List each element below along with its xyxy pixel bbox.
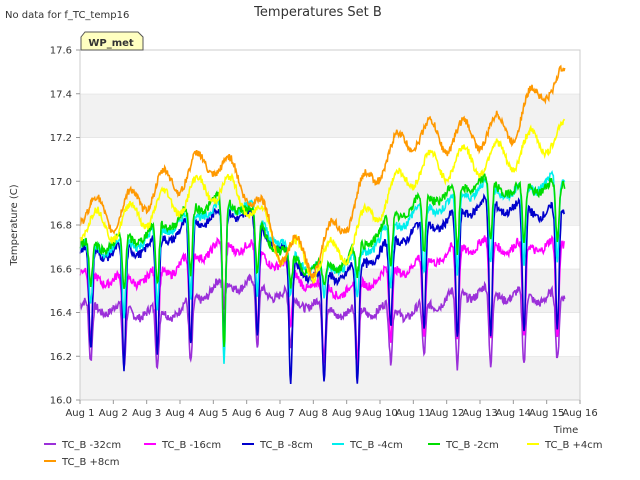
legend-label: TC_B +8cm <box>61 457 120 468</box>
x-tick-label: Aug 9 <box>332 408 361 419</box>
y-tick-label: 16.0 <box>50 396 72 407</box>
grid-band <box>80 356 580 400</box>
x-tick-label: Aug 14 <box>496 408 531 419</box>
x-tick-label: Aug 8 <box>299 408 328 419</box>
y-axis: 16.0 16.2 16.4 16.6 16.8 17.0 17.2 17.4 17.6 <box>50 46 80 407</box>
y-tick-label: 16.2 <box>50 352 72 363</box>
chart-title: Temperatures Set B <box>253 5 382 20</box>
legend-label: TC_B +4cm <box>544 440 603 451</box>
x-tick-label: Aug 3 <box>132 408 161 419</box>
x-tick-label: Aug 4 <box>165 408 194 419</box>
legend: TC_B -32cm TC_B -16cm TC_B -8cm TC_B -4cm TC… <box>44 440 603 468</box>
x-tick-label: Aug 1 <box>65 408 94 419</box>
grid-band <box>80 50 580 94</box>
y-tick-label: 16.6 <box>50 264 72 275</box>
x-tick-label: Aug 12 <box>429 408 464 419</box>
y-axis-label: Temperature (C) <box>9 184 20 266</box>
x-tick-label: Aug 5 <box>199 408 228 419</box>
legend-label: TC_B -4cm <box>349 440 403 451</box>
series-line-tcb-2cm <box>79 173 566 347</box>
plot-lines <box>79 64 566 385</box>
y-tick-label: 17.0 <box>50 177 72 188</box>
station-label: WP_met <box>88 38 134 49</box>
legend-label: TC_B -8cm <box>259 440 313 451</box>
x-tick-label: Aug 6 <box>232 408 261 419</box>
series-line-tcb+8cm <box>79 64 566 279</box>
y-tick-label: 16.8 <box>50 221 72 232</box>
x-tick-label: Aug 13 <box>462 408 497 419</box>
x-tick-label: Aug 7 <box>265 408 294 419</box>
y-tick-label: 16.4 <box>50 308 72 319</box>
station-badge: WP_met <box>80 31 144 51</box>
x-tick-label: Aug 15 <box>529 408 564 419</box>
y-tick-label: 17.4 <box>50 89 72 100</box>
legend-label: TC_B -2cm <box>445 440 499 451</box>
grid-bands <box>80 49 580 400</box>
y-tick-label: 17.6 <box>50 46 72 57</box>
series-line-tcb+4cm <box>79 118 566 284</box>
legend-label: TC_B -16cm <box>161 440 221 451</box>
x-tick-label: Aug 10 <box>362 408 397 419</box>
x-axis-label: Time <box>553 425 578 436</box>
grid-band <box>80 312 580 357</box>
x-tick-label: Aug 16 <box>562 408 597 419</box>
y-tick-label: 17.2 <box>50 133 72 144</box>
no-data-note: No data for f_TC_temp16 <box>5 10 129 21</box>
grid-band <box>80 137 580 182</box>
x-tick-label: Aug 2 <box>99 408 128 419</box>
x-axis: Aug 1 Aug 2 Aug 3 Aug 4 Aug 5 Aug 6 Aug 7 Aug 8… <box>65 400 598 419</box>
legend-label: TC_B -32cm <box>61 440 121 451</box>
x-tick-label: Aug 11 <box>396 408 431 419</box>
